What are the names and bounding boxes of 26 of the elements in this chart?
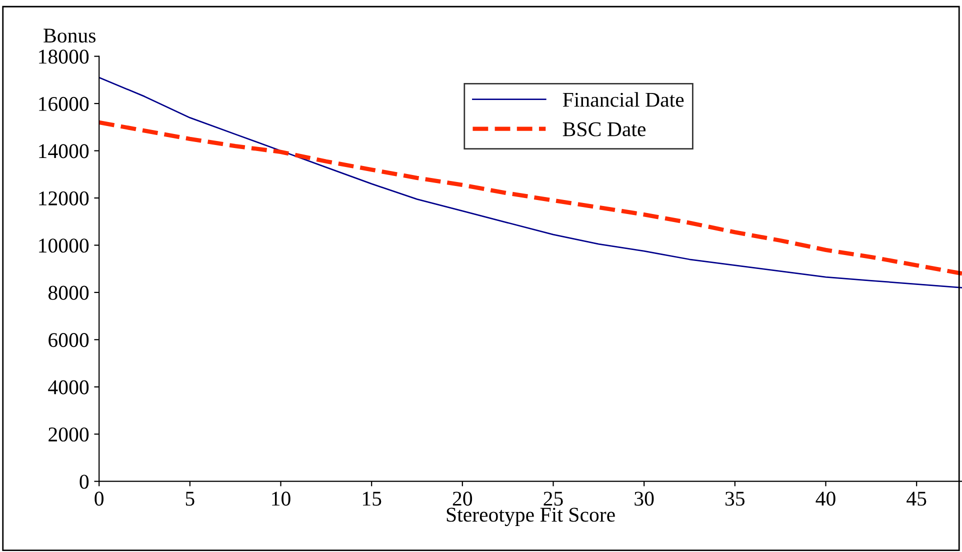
y-tick-label: 2000 [48, 427, 89, 442]
line-series [99, 76, 962, 288]
x-tick-label: 25 [544, 492, 563, 506]
x-tick-label: 20 [452, 492, 472, 506]
x-tick-label: 35 [725, 492, 745, 506]
legend-label: BSC Date [562, 122, 646, 136]
x-tick-label: 10 [272, 492, 290, 506]
x-tick-label: 40 [816, 492, 836, 506]
y-tick-label: 6000 [48, 333, 89, 348]
x-tick-label: 45 [906, 492, 926, 506]
y-tick-label: 4000 [48, 380, 89, 394]
x-axis-title: Stereotype Fit Score [446, 508, 615, 526]
y-tick-label: 16000 [39, 96, 89, 111]
legend-label: Financial Date [562, 92, 684, 107]
x-tick-label: 15 [363, 492, 382, 506]
y-tick-label: 12000 [39, 191, 89, 206]
x-tick-label: 0 [94, 492, 104, 506]
y-tick-label: 10000 [39, 238, 89, 253]
y-tick-label: 18000 [39, 50, 89, 64]
y-tick-label: 8000 [48, 286, 89, 300]
line-series [99, 120, 962, 276]
y-tick-label: 0 [80, 474, 89, 489]
y-tick-label: 14000 [39, 144, 89, 158]
x-tick-label: 5 [186, 492, 194, 506]
x-tick-label: 30 [634, 492, 654, 506]
y-axis-title: Bonus [44, 28, 96, 43]
